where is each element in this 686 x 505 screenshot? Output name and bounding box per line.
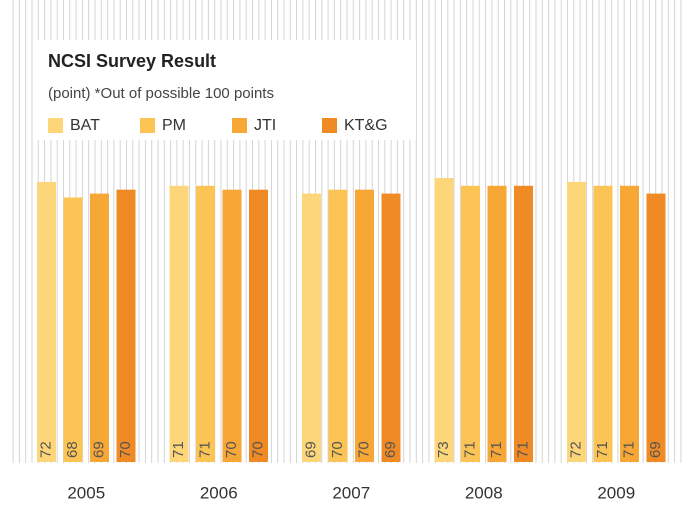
bar (37, 181, 56, 463)
bar (116, 189, 136, 462)
legend-label: KT&G (344, 117, 388, 134)
value-label: 69 (90, 441, 107, 458)
bar (222, 189, 242, 462)
bar (514, 185, 533, 462)
legend-label: JTI (254, 117, 276, 134)
legend-label: BAT (70, 117, 100, 134)
value-label: 70 (117, 441, 134, 458)
bar (249, 189, 268, 462)
value-label: 70 (223, 441, 240, 458)
x-tick-label: 2005 (67, 483, 105, 502)
legend-label: PM (162, 117, 186, 134)
chart-title: NCSI Survey Result (48, 51, 216, 71)
bar (461, 185, 480, 462)
bar (434, 178, 454, 462)
bar (567, 181, 586, 463)
value-label: 71 (620, 441, 637, 458)
value-label: 70 (329, 441, 346, 458)
chart-subtitle: (point) *Out of possible 100 points (48, 85, 274, 102)
x-tick-label: 2007 (332, 483, 370, 502)
bar (620, 185, 639, 462)
value-label: 69 (302, 441, 319, 458)
value-label: 71 (488, 441, 505, 458)
bar (355, 189, 374, 462)
legend-swatch (140, 118, 155, 133)
x-tick-label: 2006 (200, 483, 238, 502)
legend-swatch (48, 118, 63, 133)
value-label: 73 (435, 441, 452, 458)
header-backdrop (36, 40, 416, 140)
bar (646, 193, 666, 462)
value-label: 69 (647, 441, 664, 458)
value-label: 70 (249, 441, 266, 458)
value-label: 69 (382, 441, 399, 458)
bar (169, 185, 189, 462)
bar (196, 185, 215, 462)
value-label: 68 (64, 441, 81, 458)
bar (381, 193, 401, 462)
bar (593, 185, 613, 462)
x-tick-label: 2009 (597, 483, 635, 502)
legend-swatch (232, 118, 247, 133)
value-label: 72 (37, 441, 54, 458)
value-label: 71 (196, 441, 213, 458)
bar (302, 193, 321, 462)
legend-swatch (322, 118, 337, 133)
bar (90, 193, 109, 462)
value-label: 70 (355, 441, 372, 458)
bar (63, 197, 83, 463)
value-label: 71 (594, 441, 611, 458)
value-label: 72 (567, 441, 584, 458)
bar (328, 189, 348, 462)
value-label: 71 (461, 441, 478, 458)
value-label: 71 (170, 441, 187, 458)
x-tick-label: 2008 (465, 483, 503, 502)
value-label: 71 (514, 441, 531, 458)
bar (487, 185, 507, 462)
